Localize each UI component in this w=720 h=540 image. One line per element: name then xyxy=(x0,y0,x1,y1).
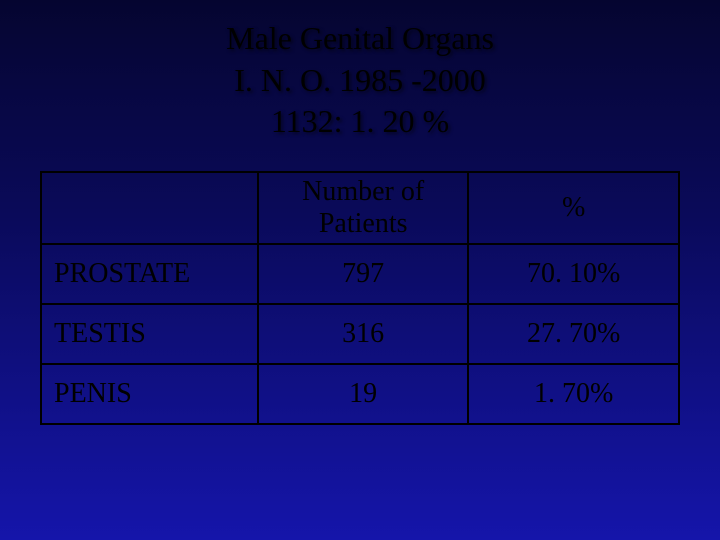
title-line-1: Male Genital Organs xyxy=(0,18,720,60)
title-line-3: 1132: 1. 20 % xyxy=(0,101,720,143)
row-name: TESTIS xyxy=(41,304,258,364)
row-count: 316 xyxy=(258,304,469,364)
title-line-2: I. N. O. 1985 -2000 xyxy=(0,60,720,102)
row-name: PROSTATE xyxy=(41,244,258,304)
table-row: TESTIS 316 27. 70% xyxy=(41,304,679,364)
header-number-of-patients: Number of Patients xyxy=(258,172,469,244)
row-pct: 70. 10% xyxy=(468,244,679,304)
row-count: 19 xyxy=(258,364,469,424)
row-name: PENIS xyxy=(41,364,258,424)
data-table: Number of Patients % PROSTATE 797 70. 10… xyxy=(40,171,680,425)
row-count: 797 xyxy=(258,244,469,304)
table-row: PENIS 19 1. 70% xyxy=(41,364,679,424)
header-percent: % xyxy=(468,172,679,244)
table-header-row: Number of Patients % xyxy=(41,172,679,244)
slide-title: Male Genital Organs I. N. O. 1985 -2000 … xyxy=(0,0,720,171)
row-pct: 1. 70% xyxy=(468,364,679,424)
header-empty xyxy=(41,172,258,244)
table-row: PROSTATE 797 70. 10% xyxy=(41,244,679,304)
row-pct: 27. 70% xyxy=(468,304,679,364)
data-table-container: Number of Patients % PROSTATE 797 70. 10… xyxy=(40,171,680,425)
